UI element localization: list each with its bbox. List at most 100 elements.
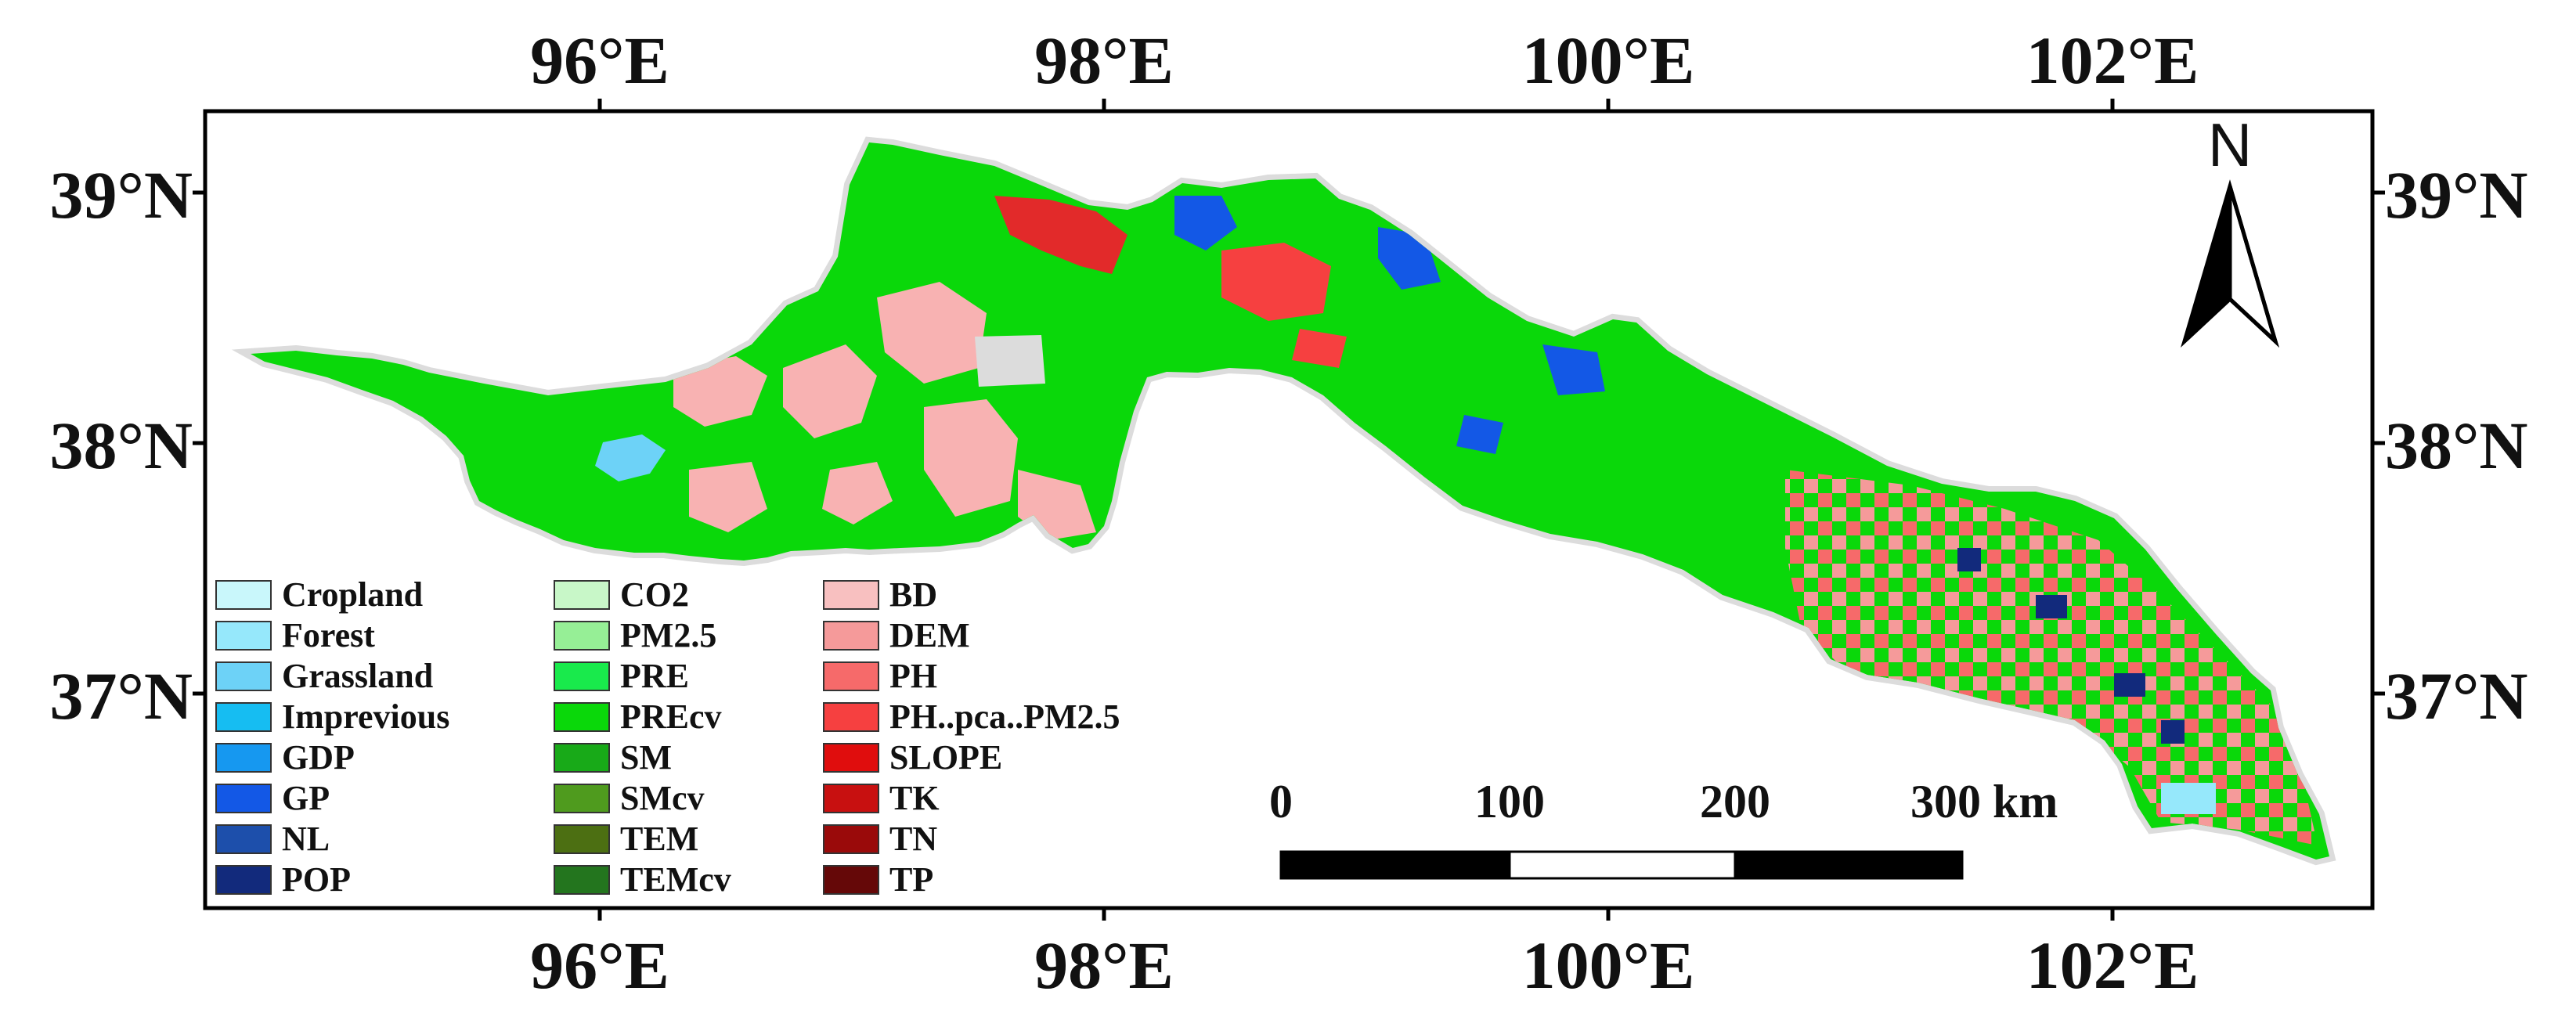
- longitude-labels-bottom: 96°E 98°E 100°E 102°E: [530, 928, 2199, 1003]
- legend-label: PREcv: [620, 697, 722, 736]
- legend-swatch: [823, 824, 879, 854]
- longitude-label: 96°E: [530, 928, 669, 1003]
- legend-label: PH..pca..PM2.5: [889, 697, 1120, 736]
- legend-label: GP: [282, 779, 330, 817]
- legend-swatch: [554, 702, 610, 732]
- latitude-label: 39°N: [2385, 157, 2528, 232]
- latitude-label: 39°N: [50, 157, 193, 232]
- legend-item: TEM: [554, 820, 698, 858]
- legend-label: TK: [889, 779, 940, 817]
- legend-label: SLOPE: [889, 738, 1002, 777]
- north-label: N: [2208, 110, 2252, 179]
- legend-item: BD: [823, 575, 937, 614]
- legend-item: POP: [215, 860, 351, 899]
- legend-swatch: [215, 743, 272, 773]
- scale-label: 200: [1700, 776, 1770, 827]
- raster-cells: [251, 142, 2329, 860]
- legend-item: Forest: [215, 616, 375, 654]
- legend-label: Grassland: [282, 657, 433, 695]
- legend-swatch: [554, 824, 610, 854]
- legend-item: PREcv: [554, 697, 722, 736]
- longitude-label: 100°E: [1522, 23, 1695, 98]
- legend-swatch: [215, 865, 272, 895]
- legend-swatch: [823, 865, 879, 895]
- legend-swatch: [554, 865, 610, 895]
- middle-blue-cluster: [1174, 196, 1605, 454]
- legend-swatch: [215, 580, 272, 610]
- legend-swatch: [554, 743, 610, 773]
- legend-label: DEM: [889, 616, 970, 654]
- legend-swatch: [823, 743, 879, 773]
- legend-label: SM: [620, 738, 672, 777]
- legend-item: TK: [823, 779, 940, 817]
- legend-swatch: [215, 661, 272, 691]
- southeast-dark-patches: [1957, 548, 2185, 744]
- legend-item: TP: [823, 860, 933, 899]
- legend-swatch: [823, 621, 879, 651]
- west-pink-patches: [673, 282, 1096, 540]
- longitude-label: 96°E: [530, 23, 669, 98]
- legend-swatch: [215, 621, 272, 651]
- scale-bar-graphic: [1279, 850, 1964, 880]
- latitude-label: 37°N: [2385, 658, 2528, 733]
- legend-swatch: [215, 784, 272, 813]
- legend-item: Imprevious: [215, 697, 449, 736]
- legend-swatch: [554, 661, 610, 691]
- graticule-ticks: [193, 99, 2385, 921]
- legend-label: TEM: [620, 820, 698, 858]
- longitude-label: 98°E: [1034, 928, 1174, 1003]
- legend-item: NL: [215, 820, 330, 858]
- middle-red-cluster: [1221, 243, 1347, 368]
- legend-label: BD: [889, 575, 937, 614]
- longitude-label: 98°E: [1034, 23, 1174, 98]
- legend-label: PM2.5: [620, 616, 716, 654]
- longitude-labels-top: 96°E 98°E 100°E 102°E: [530, 23, 2199, 98]
- grassland-lake: [595, 434, 666, 481]
- legend-label: NL: [282, 820, 330, 858]
- southeast-mosaic: [1785, 470, 2318, 845]
- legend-label: Imprevious: [282, 697, 449, 736]
- legend-item: TEMcv: [554, 860, 731, 899]
- legend-swatch: [823, 661, 879, 691]
- legend-item: PRE: [554, 657, 689, 695]
- legend-swatch: [823, 702, 879, 732]
- legend-label: GDP: [282, 738, 355, 777]
- legend-swatch: [215, 824, 272, 854]
- longitude-label: 102°E: [2026, 23, 2199, 98]
- legend-swatch: [215, 702, 272, 732]
- legend-item: SM: [554, 738, 672, 777]
- legend-label: PH: [889, 657, 937, 695]
- legend: CroplandForestGrasslandImpreviousGDPGPNL…: [215, 575, 1120, 899]
- legend-swatch: [554, 784, 610, 813]
- legend-label: POP: [282, 860, 351, 899]
- base-green-fill: [251, 142, 2329, 860]
- legend-swatch: [823, 580, 879, 610]
- map-frame: [203, 109, 2375, 910]
- scale-label: 300 km: [1910, 776, 2058, 827]
- legend-item: GP: [215, 779, 330, 817]
- southeast-lightblue-patch: [2161, 783, 2216, 814]
- latitude-label: 38°N: [2385, 408, 2528, 483]
- longitude-label: 102°E: [2026, 928, 2199, 1003]
- legend-item: SLOPE: [823, 738, 1002, 777]
- legend-swatch: [554, 621, 610, 651]
- legend-item: Cropland: [215, 575, 423, 614]
- map-body: [231, 136, 2336, 866]
- legend-item: PH: [823, 657, 937, 695]
- legend-item: Grassland: [215, 657, 433, 695]
- legend-item: TN: [823, 820, 937, 858]
- legend-item: SMcv: [554, 779, 705, 817]
- legend-item: PH..pca..PM2.5: [823, 697, 1120, 736]
- legend-label: CO2: [620, 575, 689, 614]
- legend-item: DEM: [823, 616, 970, 654]
- legend-swatch: [823, 784, 879, 813]
- north-arrow: N: [2181, 110, 2279, 348]
- scale-bar: 0 100 200 300 km: [1269, 776, 2058, 880]
- legend-label: Cropland: [282, 575, 423, 614]
- longitude-label: 100°E: [1522, 928, 1695, 1003]
- legend-swatch: [554, 580, 610, 610]
- latitude-labels-left: 39°N 38°N 37°N: [50, 157, 193, 733]
- latitude-label: 38°N: [50, 408, 193, 483]
